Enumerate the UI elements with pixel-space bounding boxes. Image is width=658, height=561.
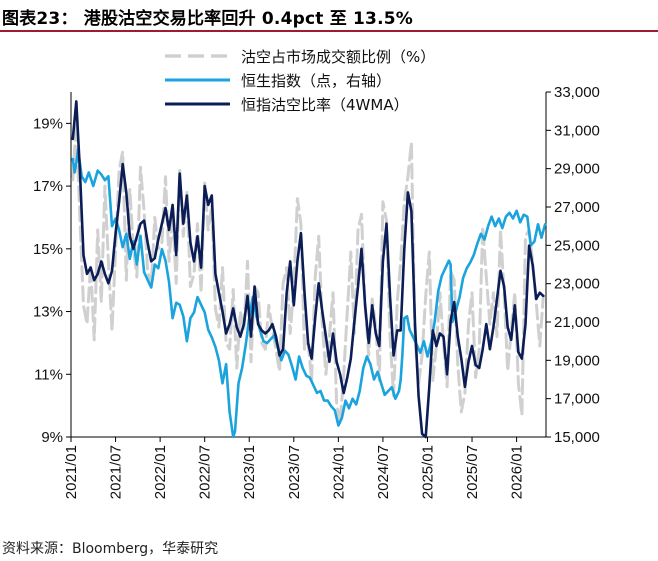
right-axis-ticks: 15,000 17,000 19,000 21,000 23,000 25,000 27,0… [546, 84, 600, 446]
chart-title: 图表23： 港股沽空交易比率回升 0.4pct 至 13.5% [2, 9, 413, 29]
right-tick-label: 33,000 [554, 84, 600, 101]
x-tick-label: 2023/01 [241, 445, 258, 499]
x-axis-ticks: 2021/01 2021/07 2022/01 2022/07 2023/01 2023/… [63, 437, 526, 499]
legend-label: 恒生指数（点，右轴） [241, 72, 391, 90]
left-tick-label: 17% [33, 178, 63, 195]
left-tick-label: 15% [33, 241, 63, 258]
chart-source: 资料来源：Bloomberg，华泰研究 [2, 541, 219, 557]
right-tick-label: 25,000 [554, 237, 600, 254]
series-layer [71, 100, 547, 439]
x-tick-label: 2024/01 [330, 445, 347, 499]
right-tick-label: 15,000 [554, 429, 600, 446]
x-tick-label: 2025/01 [419, 445, 436, 499]
right-tick-label: 31,000 [554, 122, 600, 139]
left-tick-label: 11% [34, 366, 63, 383]
x-tick-label: 2021/07 [108, 445, 125, 499]
left-tick-label: 9% [41, 429, 63, 446]
series-hsi-line [71, 148, 547, 439]
left-axis-ticks: 9% 11% 13% 15% 17% 19% [33, 115, 71, 446]
right-tick-label: 27,000 [554, 199, 600, 216]
x-tick-label: 2025/07 [464, 445, 481, 499]
legend-label: 恒指沽空比率（4WMA） [241, 96, 409, 114]
right-tick-label: 17,000 [554, 391, 600, 408]
x-tick-label: 2026/01 [509, 445, 526, 499]
right-tick-label: 21,000 [554, 314, 600, 331]
plot-frame [70, 92, 547, 438]
legend-label: 沽空占市场成交额比例（%） [241, 48, 435, 66]
right-tick-label: 29,000 [554, 161, 600, 178]
legend: 沽空占市场成交额比例（%） 恒生指数（点，右轴） 恒指沽空比率（4WMA） [165, 48, 435, 114]
series-short-ratio-line [71, 121, 545, 426]
right-tick-label: 23,000 [554, 276, 600, 293]
chart-svg: 9% 11% 13% 15% 17% 19% 15,000 17,000 19,000 21,0… [33, 48, 600, 499]
x-tick-label: 2023/07 [286, 445, 303, 499]
x-tick-label: 2024/07 [375, 445, 392, 499]
x-tick-label: 2022/07 [197, 445, 214, 499]
title-rule [0, 30, 658, 32]
left-tick-label: 13% [33, 304, 63, 321]
x-tick-label: 2021/01 [63, 445, 80, 499]
right-tick-label: 19,000 [554, 352, 600, 369]
series-4wma-line [71, 100, 545, 439]
x-tick-label: 2022/01 [152, 445, 169, 499]
left-tick-label: 19% [33, 115, 63, 132]
